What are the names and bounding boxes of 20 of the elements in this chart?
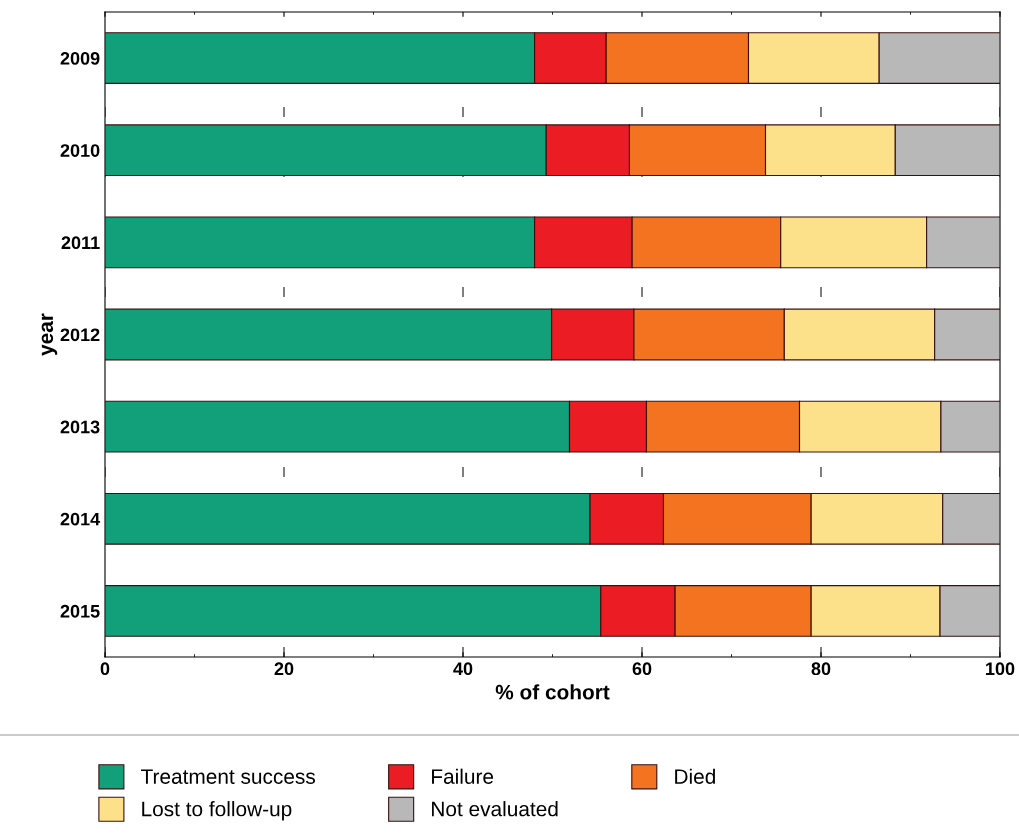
y-tick-label: 2012 <box>60 328 100 342</box>
legend-label: Lost to follow-up <box>142 801 292 821</box>
x-tick-label: 100 <box>986 662 1015 676</box>
y-tick-label: 2009 <box>60 52 100 65</box>
x-tick-label: 60 <box>632 662 652 676</box>
x-tick-label: 0 <box>100 662 110 676</box>
x-tick-label: 80 <box>811 662 831 676</box>
legend-label: Treatment success <box>141 769 316 784</box>
x-tick-label: 20 <box>274 662 294 676</box>
y-tick-label: 2014 <box>60 512 101 526</box>
x-axis-title: % of cohort <box>495 684 610 700</box>
y-tick-label: 2011 <box>61 236 100 250</box>
y-tick-label: 2013 <box>60 420 100 434</box>
y-tick-label: 2015 <box>60 604 100 618</box>
legend-label: Not evaluated <box>432 801 558 817</box>
legend-label: Died <box>675 768 715 784</box>
y-axis-title: year <box>41 313 58 356</box>
y-tick-label: 2010 <box>60 144 100 157</box>
x-tick-label: 40 <box>453 662 473 676</box>
legend-label: Failure <box>432 768 494 784</box>
